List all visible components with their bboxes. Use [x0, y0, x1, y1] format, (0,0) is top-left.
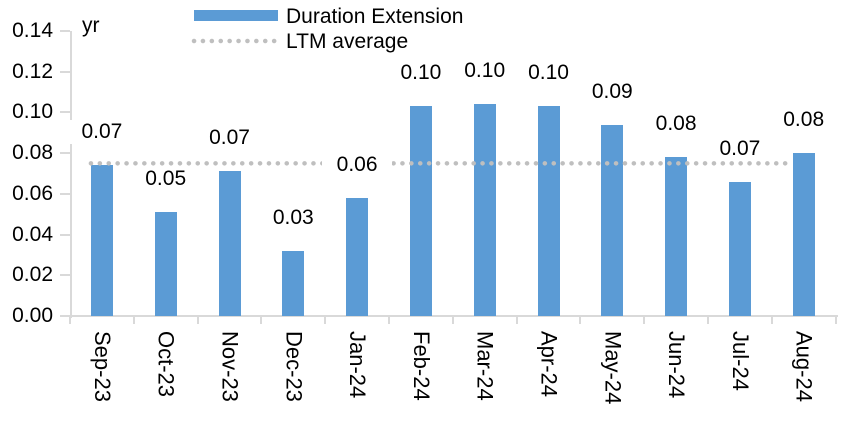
bar-value-label: 0.10 [513, 61, 584, 86]
bar-oct-23 [154, 212, 177, 316]
x-axis-tick-mark [69, 317, 71, 324]
bar-value-label: 0.07 [194, 126, 265, 151]
bar-value-label: 0.05 [130, 167, 201, 192]
x-axis-tick-mark [388, 317, 390, 324]
y-axis-tick-mark [60, 111, 70, 114]
x-axis-category-label: Apr-24 [536, 331, 562, 398]
x-axis-tick-mark [324, 317, 327, 324]
y-axis-tick-label: 0.00 [12, 304, 53, 327]
x-axis-tick-mark [579, 317, 582, 324]
x-axis-tick-mark [260, 317, 263, 324]
bar-jan-24 [346, 197, 369, 316]
x-axis-category-label: Aug-24 [791, 331, 817, 402]
bar-mar-24 [473, 104, 496, 316]
y-axis-line [70, 31, 72, 318]
bar-sep-23 [90, 165, 113, 316]
bar-value-label: 0.03 [258, 205, 329, 230]
y-axis-tick-mark [60, 274, 70, 277]
legend-label-ltm-average: LTM average [286, 30, 409, 53]
x-axis-category-label: Oct-23 [153, 331, 179, 398]
x-axis-category-label: Jun-24 [664, 331, 690, 399]
y-axis-tick-mark [60, 152, 70, 155]
bar-dec-23 [282, 250, 305, 316]
y-axis-unit-label: yr [82, 14, 100, 37]
bar-value-label: 0.10 [385, 61, 456, 86]
y-axis-tick-mark [60, 30, 70, 32]
y-axis-tick-label: 0.10 [12, 100, 53, 124]
x-axis-category-label: Nov-23 [217, 331, 243, 402]
x-axis-category-label: Jan-24 [345, 331, 371, 399]
bar-value-label: 0.07 [66, 120, 137, 145]
y-axis-tick-label: 0.04 [12, 222, 53, 246]
x-axis-category-label: Jul-24 [727, 331, 753, 391]
y-axis-tick-mark [60, 192, 70, 195]
x-axis-tick-mark [196, 317, 199, 324]
bar-value-label: 0.10 [449, 59, 520, 84]
bar-value-label: 0.06 [322, 152, 393, 177]
legend-label-duration-extension: Duration Extension [286, 5, 464, 28]
y-axis-tick-mark [60, 315, 70, 317]
x-axis-category-label: Feb-24 [408, 331, 434, 401]
x-axis-tick-mark [770, 317, 773, 324]
legend-bar-swatch [194, 10, 278, 21]
x-axis-tick-mark [834, 317, 837, 324]
bar-jun-24 [665, 157, 688, 316]
bar-value-label: 0.07 [704, 136, 775, 161]
bar-value-label: 0.09 [577, 79, 648, 104]
y-axis-tick-mark [60, 233, 70, 236]
x-axis-category-label: May-24 [600, 331, 626, 405]
x-axis-tick-mark [515, 317, 518, 324]
bar-aug-24 [792, 153, 815, 316]
x-axis-tick-mark [451, 317, 454, 324]
bar-value-label: 0.08 [641, 112, 712, 137]
x-axis-category-label: Mar-24 [472, 331, 498, 401]
bar-jul-24 [728, 181, 751, 316]
y-axis-tick-label: 0.08 [12, 141, 53, 165]
y-axis-tick-label: 0.02 [12, 263, 53, 287]
bar-value-label: 0.08 [768, 108, 839, 133]
y-axis-tick-label: 0.14 [12, 19, 53, 42]
x-axis-category-label: Sep-23 [89, 331, 115, 402]
x-axis-tick-mark [707, 317, 709, 324]
bar-apr-24 [537, 106, 560, 316]
x-axis-line [70, 315, 838, 317]
x-axis-tick-mark [643, 317, 646, 324]
bar-may-24 [601, 124, 624, 316]
y-axis-tick-label: 0.06 [12, 181, 53, 205]
bar-nov-23 [218, 171, 241, 316]
y-axis-tick-label: 0.12 [12, 59, 53, 83]
y-axis-tick-mark [60, 70, 70, 73]
x-axis-tick-mark [132, 317, 135, 324]
x-axis-category-label: Dec-23 [281, 331, 307, 402]
bar-feb-24 [409, 106, 432, 316]
